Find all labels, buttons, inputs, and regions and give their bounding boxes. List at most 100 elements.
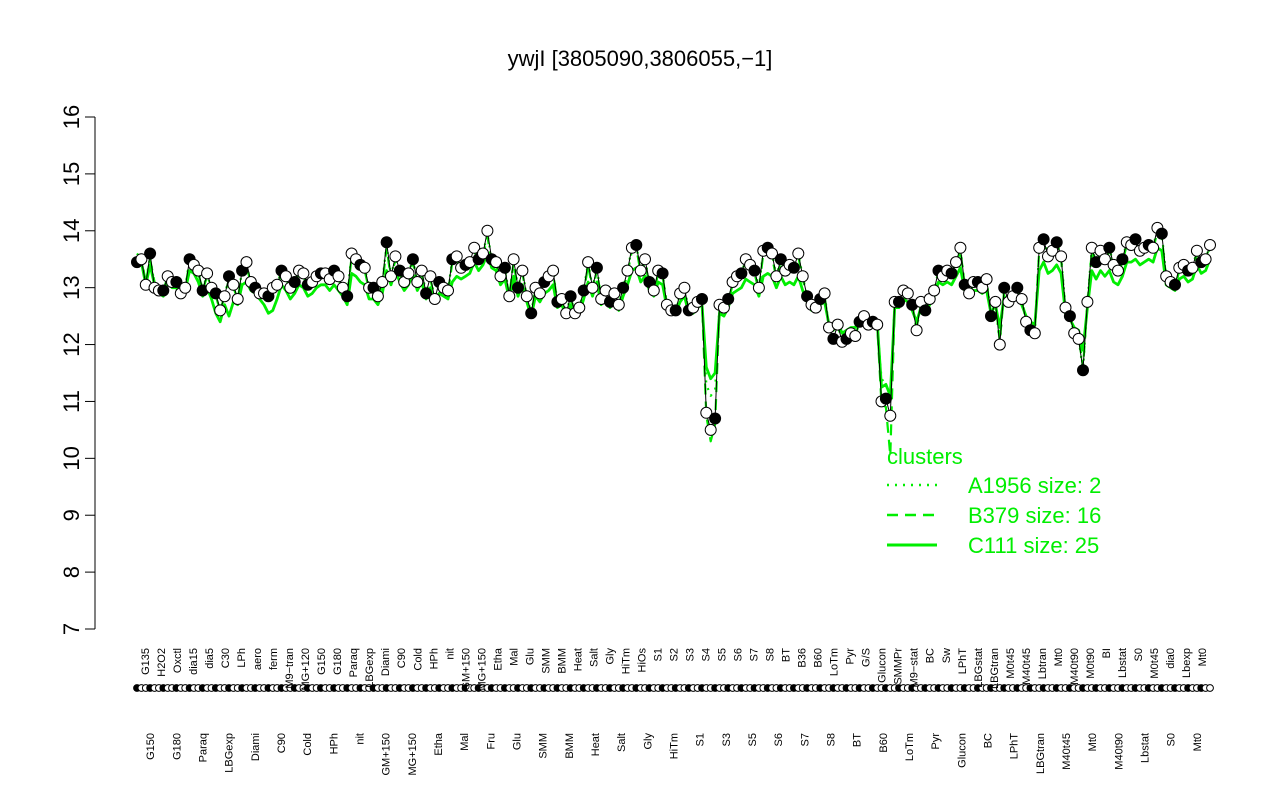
data-point xyxy=(1116,253,1129,266)
data-point xyxy=(520,290,533,303)
legend: clusters A1956 size: 2 B379 size: 16 C111 … xyxy=(887,444,1101,558)
data-point xyxy=(490,256,503,269)
data-point xyxy=(700,406,713,419)
x-tick-label: Paraq xyxy=(348,648,360,677)
x-tick-label: Salt xyxy=(616,733,628,752)
legend-entries: A1956 size: 2 B379 size: 16 C111 size: 25 xyxy=(887,473,1101,558)
data-point xyxy=(512,281,524,294)
data-point xyxy=(1037,233,1050,246)
data-point xyxy=(766,247,778,260)
x-tick-label: M0t45 xyxy=(1005,648,1017,679)
x-tick-label: G150 xyxy=(145,733,157,760)
x-tick-label: HiOs xyxy=(637,648,649,673)
data-point xyxy=(696,293,708,305)
rug-marker xyxy=(1206,684,1214,692)
data-point xyxy=(358,261,371,274)
data-point xyxy=(818,287,831,300)
data-point xyxy=(411,276,424,288)
x-tick-label: S6 xyxy=(773,733,785,746)
data-point xyxy=(985,310,997,323)
x-tick-label: dia0 xyxy=(1165,648,1177,669)
data-point xyxy=(989,295,1002,308)
x-tick-label: B60 xyxy=(878,733,890,753)
data-point xyxy=(1063,310,1076,323)
data-point xyxy=(1190,244,1203,257)
x-tick-label: nit xyxy=(355,733,367,745)
x-tick-label: BC xyxy=(983,733,995,748)
x-tick-label: GM+150 xyxy=(460,648,472,691)
x-tick-label: S8 xyxy=(765,648,777,661)
data-point xyxy=(297,267,310,280)
x-tick-label: C30 xyxy=(220,648,232,668)
data-point xyxy=(450,250,463,263)
y-tick-label: 13 xyxy=(59,275,84,299)
x-tick-label: LoTm xyxy=(829,648,841,676)
data-point xyxy=(748,264,761,277)
data-point xyxy=(214,304,227,317)
data-point xyxy=(1204,239,1216,251)
data-point xyxy=(371,290,384,303)
x-tick-label: LPh xyxy=(236,648,248,668)
data-point xyxy=(1112,264,1124,277)
data-point xyxy=(1011,281,1024,294)
data-point xyxy=(722,293,735,305)
data-point xyxy=(218,290,231,303)
x-tick-label: ferm xyxy=(268,648,280,670)
x-tick-label: dia15 xyxy=(188,648,200,675)
data-point xyxy=(240,256,253,269)
x-tick-label: Gly xyxy=(642,733,654,750)
data-point xyxy=(1028,327,1041,340)
x-tick-label: M40t45 xyxy=(1021,648,1033,685)
x-tick-label: HiTm xyxy=(669,733,681,759)
x-tick-label: C90 xyxy=(276,733,288,753)
data-point xyxy=(586,281,599,294)
x-tick-label: Etha xyxy=(433,732,445,756)
x-tick-label: Glu xyxy=(512,733,524,750)
x-tick-label: SMM xyxy=(538,733,550,759)
y-tick-label: 10 xyxy=(59,446,84,470)
data-point xyxy=(201,267,214,280)
x-tick-label: G/S xyxy=(861,648,873,667)
data-point xyxy=(993,338,1006,351)
data-point xyxy=(963,287,976,300)
data-point xyxy=(179,281,192,294)
x-tick-label: M40t90 xyxy=(1113,733,1125,770)
x-tick-label: Pyr xyxy=(845,648,857,665)
data-point xyxy=(468,241,481,254)
data-point xyxy=(144,247,157,260)
x-tick-label: SMMPr xyxy=(893,648,905,685)
x-tick-label: M40t45 xyxy=(1061,733,1073,770)
data-point xyxy=(928,284,941,297)
legend-title: clusters xyxy=(887,444,963,469)
x-tick-label: HiTm xyxy=(621,648,633,674)
x-tick-label: nit xyxy=(444,648,456,660)
data-point xyxy=(1072,332,1085,345)
x-tick-label: S1 xyxy=(695,733,707,746)
data-point xyxy=(507,253,520,266)
data-point xyxy=(770,270,783,283)
data-point xyxy=(525,307,538,320)
x-tick-label: Sw xyxy=(941,648,953,663)
x-tick-label: BC xyxy=(925,648,937,663)
x-tick-label: Paraq xyxy=(197,733,209,762)
x-tick-label: S5 xyxy=(717,648,729,661)
x-tick-label: SMM xyxy=(540,648,552,674)
y-tick-label: 9 xyxy=(59,509,84,521)
x-tick-label: Mt0 xyxy=(1192,733,1204,751)
data-point xyxy=(1199,253,1212,266)
x-tick-label: BI xyxy=(1101,648,1113,658)
x-tick-label: C90 xyxy=(396,648,408,668)
data-point xyxy=(787,261,800,274)
data-point xyxy=(1098,253,1111,266)
x-tick-label: M9−tran xyxy=(284,648,296,689)
x-tick-label: Cold xyxy=(412,648,424,671)
data-point xyxy=(564,290,577,303)
x-tick-label: S0 xyxy=(1166,733,1178,746)
data-point xyxy=(950,256,962,269)
data-point xyxy=(406,253,419,266)
data-point xyxy=(135,253,148,266)
data-point xyxy=(573,301,586,314)
y-tick-label: 14 xyxy=(59,219,84,243)
x-tick-label: S3 xyxy=(685,648,697,661)
